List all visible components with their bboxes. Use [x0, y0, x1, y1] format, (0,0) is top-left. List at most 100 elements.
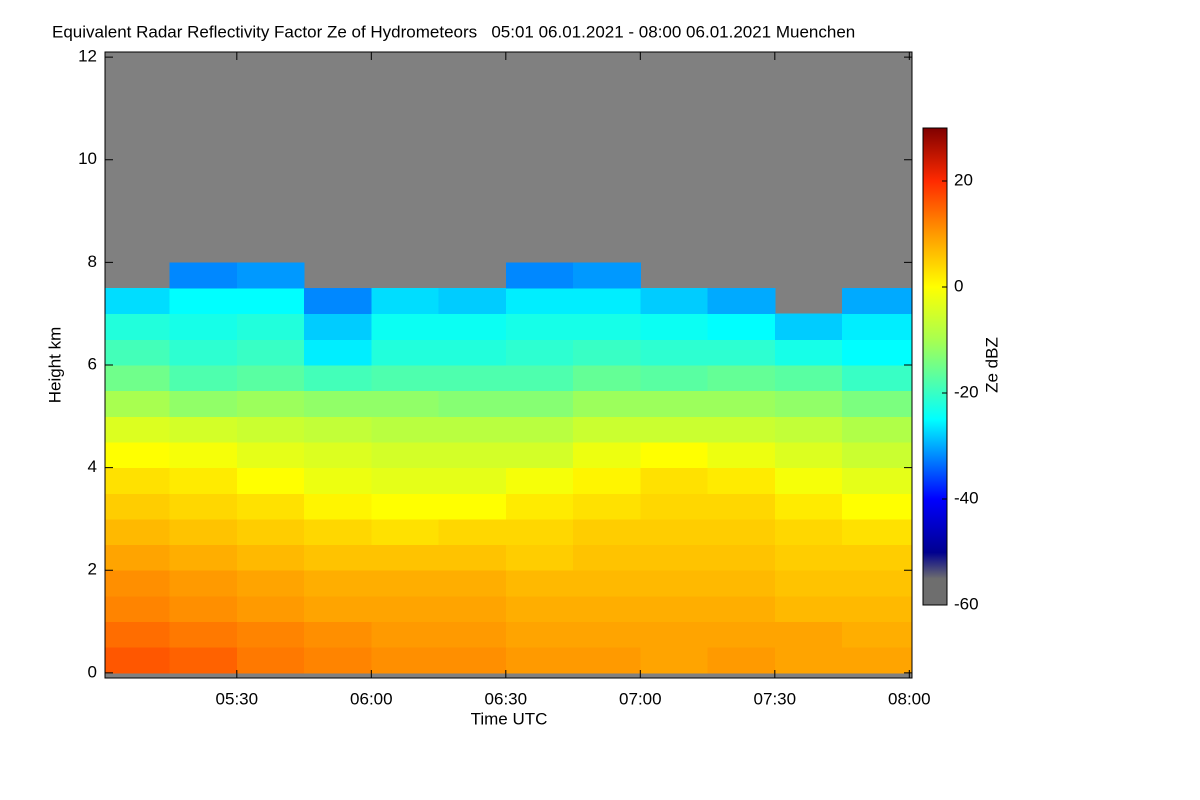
- y-tick-label: 8: [88, 252, 97, 271]
- heatmap-cell: [304, 365, 372, 392]
- heatmap-cell: [371, 441, 440, 469]
- heatmap-cell: [640, 390, 709, 417]
- heatmap-cell: [236, 493, 305, 520]
- heatmap-cell: [105, 647, 171, 674]
- heatmap-cell: [774, 365, 843, 392]
- heatmap-cell: [169, 544, 238, 571]
- heatmap-cell: [707, 313, 776, 340]
- y-tick-label: 2: [88, 560, 97, 579]
- heatmap-cell: [842, 544, 913, 571]
- heatmap-cell: [236, 339, 305, 366]
- heatmap-cell: [640, 339, 709, 366]
- heatmap-cell: [371, 313, 440, 340]
- heatmap-cell: [505, 595, 574, 623]
- heatmap-cell: [371, 518, 440, 546]
- heatmap-cell: [505, 365, 574, 392]
- y-tick-label: 10: [78, 149, 97, 168]
- heatmap-cell: [304, 390, 372, 417]
- heatmap-cell: [236, 390, 305, 417]
- heatmap-cell: [640, 518, 709, 546]
- heatmap-cell: [169, 621, 238, 648]
- heatmap-cell: [505, 570, 574, 597]
- heatmap-cell: [774, 390, 843, 417]
- chart-title: Equivalent Radar Reflectivity Factor Ze …: [52, 22, 855, 41]
- heatmap-cell: [438, 339, 507, 366]
- heatmap-cell: [304, 493, 372, 520]
- heatmap-cell: [304, 467, 372, 494]
- heatmap-cell: [304, 339, 372, 366]
- heatmap-cell: [105, 339, 171, 366]
- heatmap-cell: [707, 339, 776, 366]
- colorbar-label: Ze dBZ: [982, 337, 1001, 393]
- heatmap-cell: [105, 416, 171, 443]
- heatmap-cell: [438, 288, 507, 315]
- heatmap-cell: [304, 288, 372, 315]
- heatmap-cell: [774, 441, 843, 469]
- heatmap-cell: [505, 518, 574, 546]
- colorbar-tick-label: 20: [954, 170, 973, 189]
- heatmap-cell: [842, 570, 913, 597]
- heatmap-cell: [105, 621, 171, 648]
- heatmap-cell: [169, 390, 238, 417]
- heatmap-cell: [105, 544, 171, 571]
- heatmap-cell: [304, 647, 372, 674]
- heatmap-cell: [371, 570, 440, 597]
- colorbar-tick-label: -40: [954, 488, 979, 507]
- x-tick-label: 08:00: [888, 689, 931, 708]
- heatmap-cell: [573, 441, 641, 469]
- heatmap-cell: [573, 365, 641, 392]
- heatmap-cell: [573, 288, 641, 315]
- heatmap-cell: [640, 595, 709, 623]
- y-tick-label: 0: [88, 662, 97, 681]
- heatmap-cell: [774, 595, 843, 623]
- heatmap-cell: [573, 313, 641, 340]
- heatmap-cell: [842, 595, 913, 623]
- heatmap-cell: [169, 467, 238, 494]
- heatmap-cell: [438, 570, 507, 597]
- heatmap-cell: [707, 595, 776, 623]
- heatmap-cell: [505, 262, 574, 289]
- heatmap-cell: [438, 416, 507, 443]
- heatmap-cell: [774, 570, 843, 597]
- heatmap-cell: [169, 262, 238, 289]
- heatmap-cell: [438, 390, 507, 417]
- heatmap-cell: [573, 621, 641, 648]
- heatmap-cell: [842, 518, 913, 546]
- heatmap-cell: [105, 493, 171, 520]
- heatmap-cell: [505, 288, 574, 315]
- x-axis-label: Time UTC: [471, 709, 548, 728]
- heatmap-cell: [842, 441, 913, 469]
- heatmap-cell: [438, 441, 507, 469]
- heatmap-cell: [371, 390, 440, 417]
- y-tick-label: 12: [78, 47, 97, 66]
- heatmap-cell: [438, 647, 507, 674]
- heatmap-cell: [438, 544, 507, 571]
- heatmap-cell: [707, 544, 776, 571]
- heatmap-cell: [573, 262, 641, 289]
- heatmap-cell: [842, 416, 913, 443]
- heatmap-cell: [169, 595, 238, 623]
- heatmap-cell: [438, 313, 507, 340]
- heatmap-cell: [842, 365, 913, 392]
- heatmap-cell: [640, 313, 709, 340]
- heatmap-cell: [707, 365, 776, 392]
- heatmap-cell: [842, 339, 913, 366]
- heatmap-cell: [236, 621, 305, 648]
- heatmap-cell: [304, 595, 372, 623]
- heatmap-cell: [707, 288, 776, 315]
- heatmap-cell: [640, 493, 709, 520]
- y-tick-label: 6: [88, 354, 97, 373]
- heatmap-cell: [105, 467, 171, 494]
- heatmap-cell: [573, 570, 641, 597]
- y-tick-label: 4: [88, 457, 97, 476]
- heatmap-cell: [304, 518, 372, 546]
- heatmap-cell: [573, 390, 641, 417]
- heatmap-cell: [774, 544, 843, 571]
- heatmap-cell: [236, 416, 305, 443]
- heatmap-cell: [640, 365, 709, 392]
- heatmap-cell: [236, 595, 305, 623]
- heatmap-cell: [505, 339, 574, 366]
- heatmap-cell: [371, 467, 440, 494]
- heatmap-cell: [105, 288, 171, 315]
- heatmap-cell: [505, 621, 574, 648]
